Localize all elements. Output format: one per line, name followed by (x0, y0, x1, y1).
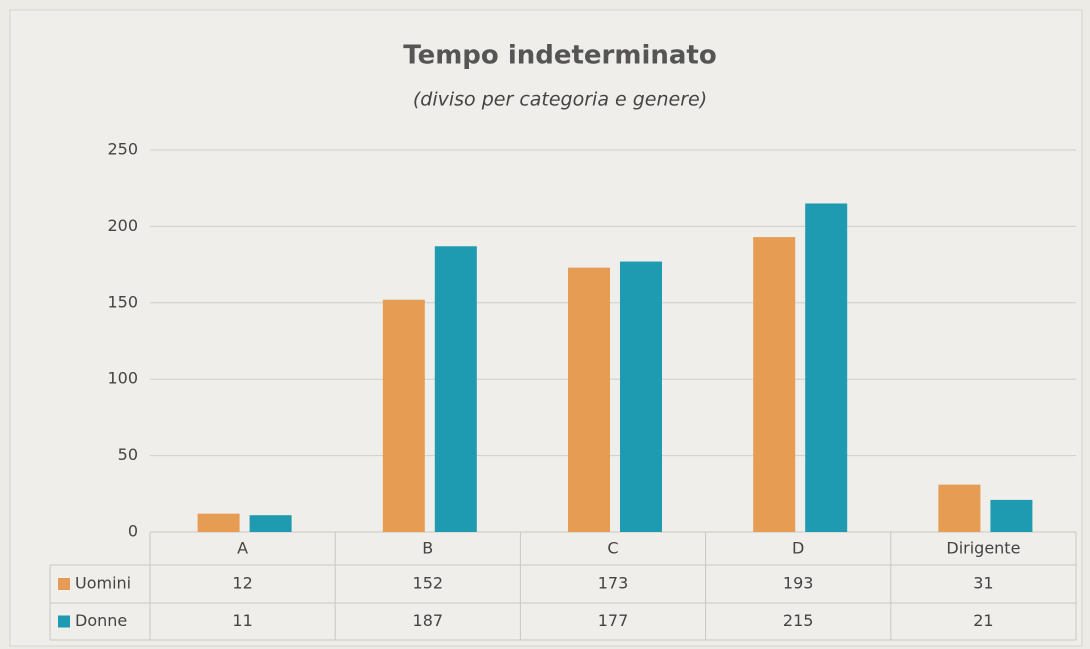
bar (568, 267, 610, 532)
bar (434, 246, 477, 532)
table-value: 21 (973, 611, 993, 630)
y-tick-label: 200 (107, 216, 138, 235)
y-tick-label: 150 (107, 292, 138, 311)
bar (382, 299, 425, 532)
table-value: 187 (413, 611, 444, 630)
legend-label: Uomini (75, 574, 131, 593)
table-value: 11 (232, 611, 252, 630)
bar (990, 499, 1033, 532)
y-tick-label: 100 (107, 369, 138, 388)
chart-frame (9, 9, 1083, 647)
chart-subtitle: (diviso per categoria e genere) (413, 89, 707, 111)
table-value: 31 (973, 574, 993, 593)
chart-title: Tempo indeterminato (403, 41, 716, 71)
table-value: 152 (413, 574, 444, 593)
legend-swatch (58, 615, 70, 628)
bar (753, 237, 796, 532)
x-tick-label: A (237, 539, 248, 558)
x-tick-label: B (422, 539, 433, 558)
y-tick-label: 0 (128, 522, 138, 541)
x-tick-label: C (607, 539, 618, 558)
table-value: 193 (783, 574, 814, 593)
table-value: 173 (598, 574, 629, 593)
bar (197, 513, 240, 532)
table-value: 215 (783, 611, 814, 630)
legend-label: Donne (75, 611, 127, 630)
table-value: 177 (598, 611, 629, 630)
bar (805, 203, 848, 533)
y-tick-label: 250 (107, 140, 138, 159)
bar (249, 515, 292, 532)
x-tick-label: D (792, 539, 804, 558)
bar (938, 484, 981, 532)
x-tick-label: Dirigente (946, 539, 1020, 558)
table-value: 12 (232, 574, 252, 593)
legend-swatch (58, 578, 70, 590)
bar (620, 261, 662, 532)
y-tick-label: 50 (118, 445, 138, 464)
